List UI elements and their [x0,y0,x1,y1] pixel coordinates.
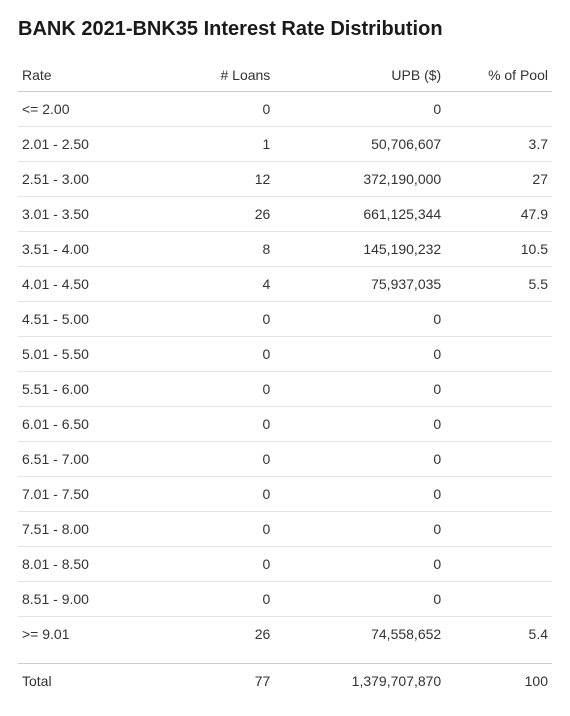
col-header-rate: Rate [18,59,168,92]
table-row: >= 9.012674,558,6525.4 [18,617,552,652]
cell-loans: 4 [168,267,275,302]
table-row: 2.51 - 3.0012372,190,00027 [18,162,552,197]
col-header-pct: % of Pool [445,59,552,92]
cell-upb: 75,937,035 [274,267,445,302]
cell-pct [445,337,552,372]
total-loans: 77 [168,664,275,699]
cell-loans: 0 [168,92,275,127]
cell-loans: 0 [168,547,275,582]
cell-upb: 0 [274,582,445,617]
table-row: 5.51 - 6.0000 [18,372,552,407]
cell-rate: 7.01 - 7.50 [18,477,168,512]
col-header-loans: # Loans [168,59,275,92]
table-row: 8.51 - 9.0000 [18,582,552,617]
cell-rate: 2.51 - 3.00 [18,162,168,197]
cell-rate: 8.01 - 8.50 [18,547,168,582]
cell-rate: 4.51 - 5.00 [18,302,168,337]
cell-upb: 0 [274,302,445,337]
table-total-row: Total 77 1,379,707,870 100 [18,664,552,699]
cell-upb: 661,125,344 [274,197,445,232]
cell-upb: 74,558,652 [274,617,445,652]
cell-loans: 26 [168,617,275,652]
total-upb: 1,379,707,870 [274,664,445,699]
table-row: 6.01 - 6.5000 [18,407,552,442]
table-row: 8.01 - 8.5000 [18,547,552,582]
cell-pct: 5.4 [445,617,552,652]
table-row: 4.51 - 5.0000 [18,302,552,337]
cell-rate: 8.51 - 9.00 [18,582,168,617]
table-row: <= 2.0000 [18,92,552,127]
table-row: 2.01 - 2.50150,706,6073.7 [18,127,552,162]
rate-distribution-table: Rate # Loans UPB ($) % of Pool <= 2.0000… [18,59,552,698]
table-row: 3.01 - 3.5026661,125,34447.9 [18,197,552,232]
cell-pct [445,372,552,407]
table-row: 7.01 - 7.5000 [18,477,552,512]
cell-loans: 0 [168,477,275,512]
cell-rate: 7.51 - 8.00 [18,512,168,547]
table-row: 3.51 - 4.008145,190,23210.5 [18,232,552,267]
cell-rate: 4.01 - 4.50 [18,267,168,302]
cell-rate: 6.51 - 7.00 [18,442,168,477]
cell-loans: 1 [168,127,275,162]
cell-pct: 10.5 [445,232,552,267]
cell-rate: 3.01 - 3.50 [18,197,168,232]
col-header-upb: UPB ($) [274,59,445,92]
cell-pct: 5.5 [445,267,552,302]
total-label: Total [18,664,168,699]
cell-upb: 0 [274,372,445,407]
cell-pct [445,407,552,442]
cell-upb: 0 [274,442,445,477]
cell-pct: 27 [445,162,552,197]
cell-loans: 0 [168,337,275,372]
cell-pct: 47.9 [445,197,552,232]
cell-loans: 12 [168,162,275,197]
cell-rate: 2.01 - 2.50 [18,127,168,162]
cell-pct [445,442,552,477]
cell-upb: 0 [274,512,445,547]
cell-rate: >= 9.01 [18,617,168,652]
total-pct: 100 [445,664,552,699]
cell-upb: 0 [274,477,445,512]
cell-loans: 8 [168,232,275,267]
table-row: 6.51 - 7.0000 [18,442,552,477]
cell-loans: 0 [168,442,275,477]
table-row: 7.51 - 8.0000 [18,512,552,547]
cell-loans: 0 [168,407,275,442]
cell-pct [445,547,552,582]
cell-upb: 0 [274,547,445,582]
cell-pct [445,477,552,512]
table-row: 5.01 - 5.5000 [18,337,552,372]
cell-loans: 0 [168,372,275,407]
cell-rate: 3.51 - 4.00 [18,232,168,267]
table-header-row: Rate # Loans UPB ($) % of Pool [18,59,552,92]
cell-upb: 0 [274,407,445,442]
cell-upb: 372,190,000 [274,162,445,197]
cell-rate: 5.01 - 5.50 [18,337,168,372]
cell-loans: 26 [168,197,275,232]
cell-rate: 6.01 - 6.50 [18,407,168,442]
cell-loans: 0 [168,512,275,547]
cell-rate: 5.51 - 6.00 [18,372,168,407]
cell-pct [445,512,552,547]
page-title: BANK 2021-BNK35 Interest Rate Distributi… [18,18,552,41]
table-row: 4.01 - 4.50475,937,0355.5 [18,267,552,302]
cell-loans: 0 [168,582,275,617]
cell-upb: 0 [274,92,445,127]
cell-pct [445,92,552,127]
cell-loans: 0 [168,302,275,337]
cell-upb: 145,190,232 [274,232,445,267]
cell-upb: 50,706,607 [274,127,445,162]
cell-upb: 0 [274,337,445,372]
cell-pct [445,582,552,617]
cell-pct [445,302,552,337]
cell-rate: <= 2.00 [18,92,168,127]
cell-pct: 3.7 [445,127,552,162]
